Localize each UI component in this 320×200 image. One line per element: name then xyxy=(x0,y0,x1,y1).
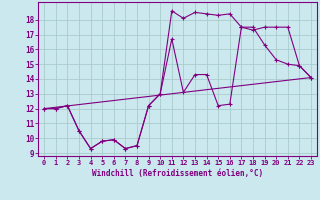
X-axis label: Windchill (Refroidissement éolien,°C): Windchill (Refroidissement éolien,°C) xyxy=(92,169,263,178)
